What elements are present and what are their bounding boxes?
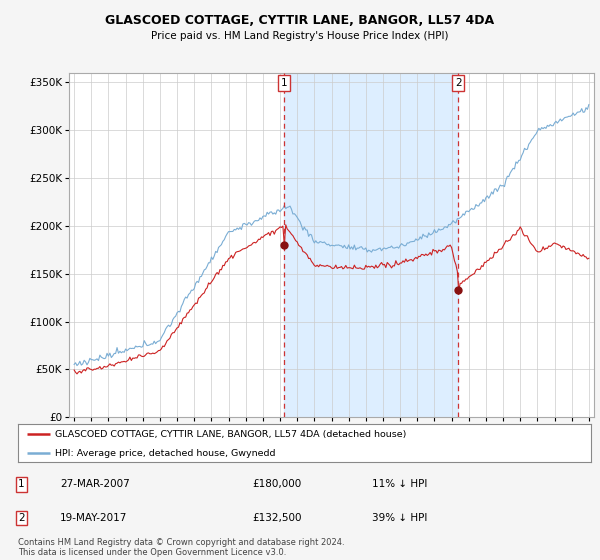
Bar — [284, 73, 458, 417]
Text: £132,500: £132,500 — [252, 513, 302, 523]
Text: £180,000: £180,000 — [252, 479, 301, 489]
Text: 11% ↓ HPI: 11% ↓ HPI — [372, 479, 427, 489]
Text: GLASCOED COTTAGE, CYTTIR LANE, BANGOR, LL57 4DA (detached house): GLASCOED COTTAGE, CYTTIR LANE, BANGOR, L… — [55, 430, 407, 438]
Text: GLASCOED COTTAGE, CYTTIR LANE, BANGOR, LL57 4DA: GLASCOED COTTAGE, CYTTIR LANE, BANGOR, L… — [106, 14, 494, 27]
Text: 39% ↓ HPI: 39% ↓ HPI — [372, 513, 427, 523]
Text: 27-MAR-2007: 27-MAR-2007 — [60, 479, 130, 489]
Text: 2: 2 — [18, 513, 25, 523]
Text: 19-MAY-2017: 19-MAY-2017 — [60, 513, 127, 523]
Text: Price paid vs. HM Land Registry's House Price Index (HPI): Price paid vs. HM Land Registry's House … — [151, 31, 449, 41]
Text: 2: 2 — [455, 78, 461, 88]
Text: 1: 1 — [281, 78, 287, 88]
Text: HPI: Average price, detached house, Gwynedd: HPI: Average price, detached house, Gwyn… — [55, 449, 276, 458]
Text: Contains HM Land Registry data © Crown copyright and database right 2024.
This d: Contains HM Land Registry data © Crown c… — [18, 538, 344, 557]
Text: 1: 1 — [18, 479, 25, 489]
